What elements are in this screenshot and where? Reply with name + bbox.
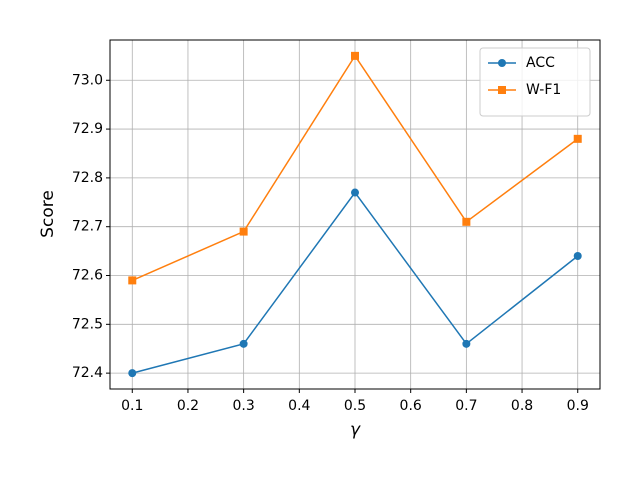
y-tick-label: 72.9 <box>72 121 103 137</box>
legend: ACC W-F1 <box>479 47 591 117</box>
marker <box>128 369 137 378</box>
marker <box>351 51 359 60</box>
x-tick-label: 0.1 <box>121 398 143 414</box>
x-tick-label: 0.3 <box>233 398 255 414</box>
x-tick-label: 0.9 <box>567 398 589 414</box>
x-tick-label: 0.4 <box>288 398 310 414</box>
legend-label: W-F1 <box>526 82 561 98</box>
marker <box>573 134 582 143</box>
y-tick-label: 72.5 <box>72 316 103 332</box>
legend-marker <box>498 86 506 94</box>
legend-box <box>479 47 591 117</box>
legend-label: ACC <box>526 55 555 71</box>
y-tick-label: 72.8 <box>72 170 103 186</box>
marker <box>573 251 582 260</box>
y-axis-label: Score <box>38 190 58 238</box>
marker <box>462 217 471 226</box>
legend-marker <box>498 59 506 67</box>
x-tick-label: 0.2 <box>177 398 199 414</box>
x-axis-label: γ <box>350 420 361 440</box>
y-tick-label: 73.0 <box>72 72 103 88</box>
x-tick-label: 0.8 <box>511 398 533 414</box>
y-tick-label: 72.4 <box>72 365 103 381</box>
y-tick-label: 72.7 <box>72 219 103 235</box>
y-tick-label: 72.6 <box>72 268 103 284</box>
x-tick-label: 0.6 <box>400 398 422 414</box>
marker <box>239 339 248 348</box>
marker <box>351 188 359 197</box>
marker <box>128 276 137 285</box>
plot-frame <box>109 39 601 390</box>
x-tick-label: 0.7 <box>455 398 477 414</box>
marker <box>239 227 248 236</box>
x-tick-label: 0.5 <box>344 398 366 414</box>
marker <box>462 339 471 348</box>
